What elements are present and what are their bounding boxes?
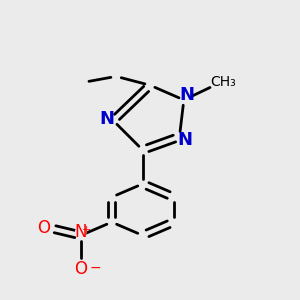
Ellipse shape <box>75 263 87 275</box>
Ellipse shape <box>181 89 193 100</box>
Ellipse shape <box>179 134 190 146</box>
Text: +: + <box>81 225 91 235</box>
Text: −: − <box>90 261 101 275</box>
Ellipse shape <box>38 222 49 234</box>
Text: O: O <box>37 219 50 237</box>
Text: N: N <box>100 110 115 128</box>
Ellipse shape <box>215 76 232 88</box>
Text: CH₃: CH₃ <box>211 75 236 89</box>
Ellipse shape <box>101 113 113 125</box>
Text: N: N <box>179 85 194 103</box>
Text: N: N <box>75 223 87 241</box>
Ellipse shape <box>75 226 87 238</box>
Text: N: N <box>177 131 192 149</box>
Text: O: O <box>74 260 87 278</box>
